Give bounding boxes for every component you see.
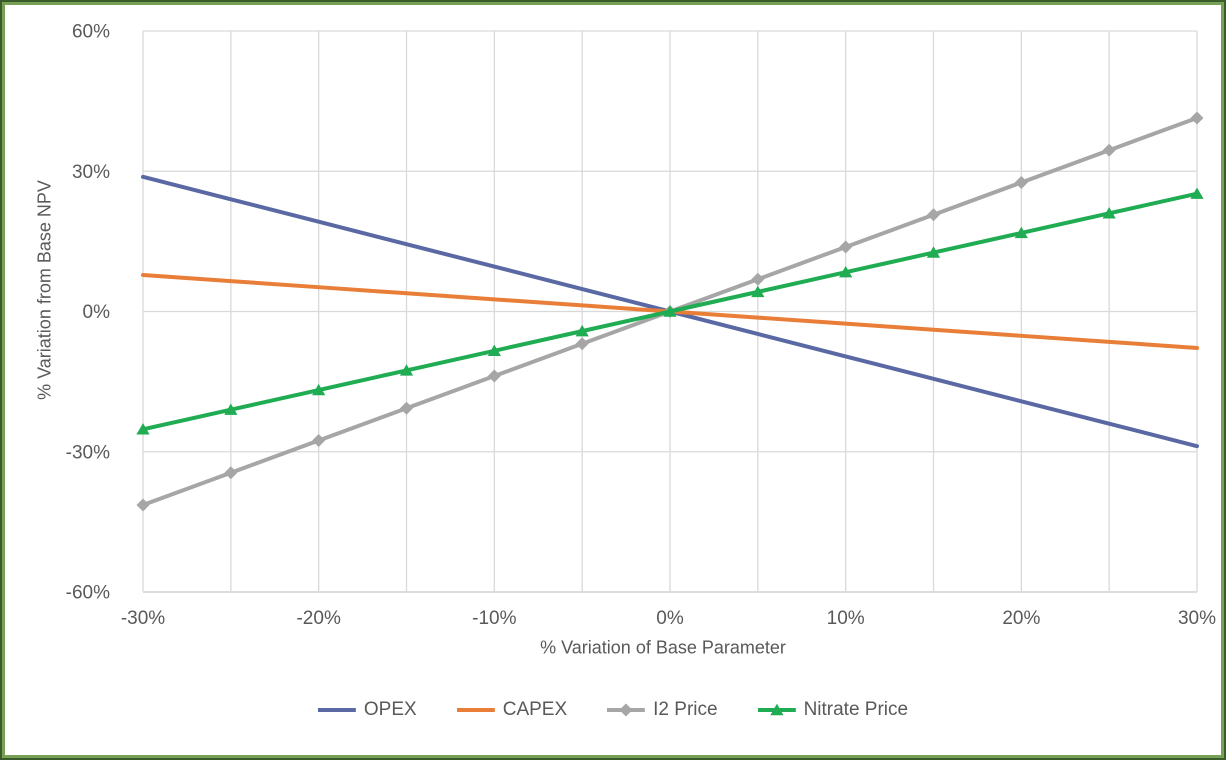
y-tick-label: -30% (66, 442, 110, 463)
legend: OPEX CAPEX I2 Price Nitrate Price (317, 699, 909, 721)
diamond-marker (312, 434, 326, 448)
triangle-marker (839, 266, 853, 278)
y-tick-label: 30% (72, 162, 110, 183)
x-tick-label: -30% (121, 608, 165, 629)
series-nitrate-price (136, 187, 1204, 435)
legend-key-triangle-icon (757, 703, 796, 716)
triangle-marker (136, 423, 150, 435)
triangle-marker (312, 383, 326, 396)
diamond-marker (1190, 111, 1204, 125)
triangle-marker (663, 305, 677, 317)
triangle-marker (1190, 187, 1204, 199)
y-tick-label: -60% (66, 583, 110, 604)
legend-label: CAPEX (502, 699, 568, 720)
gridlines (142, 30, 1198, 593)
legend-item-opex: OPEX (317, 699, 417, 721)
legend-key-diamond-icon (607, 703, 646, 717)
y-tick-label: 0% (83, 302, 111, 323)
y-tick-label: 60% (72, 22, 110, 43)
x-tick-label: 30% (1178, 608, 1216, 629)
diamond-marker (927, 208, 940, 222)
legend-label: Nitrate Price (803, 699, 909, 720)
triangle-marker (399, 364, 414, 376)
triangle-marker (1102, 207, 1116, 219)
triangle-marker (926, 246, 941, 258)
diamond-marker (751, 272, 765, 286)
diamond-marker (839, 240, 853, 254)
triangle-marker (575, 324, 589, 337)
legend-item-nitrate-price: Nitrate Price (757, 699, 909, 721)
legend-key-line-icon (456, 708, 495, 712)
diamond-marker (224, 466, 238, 480)
triangle-marker (751, 285, 765, 298)
x-tick-label: -10% (472, 608, 516, 629)
legend-key-line-icon (317, 708, 356, 712)
diamond-marker (1014, 175, 1028, 189)
triangle-marker (1014, 226, 1028, 239)
x-tick-label: 10% (827, 608, 865, 629)
x-tick-label: 0% (656, 608, 684, 629)
x-tick-label: 20% (1002, 608, 1040, 629)
legend-label: I2 Price (653, 699, 718, 720)
diamond-marker (575, 337, 589, 351)
legend-label: OPEX (363, 699, 417, 720)
legend-item-capex: CAPEX (456, 699, 568, 721)
x-axis-title: % Variation of Base Parameter (540, 637, 786, 658)
diamond-marker (487, 369, 501, 383)
x-tick-label: -20% (296, 608, 340, 629)
diamond-marker (136, 498, 150, 512)
legend-item-i2-price: I2 Price (607, 699, 718, 721)
y-axis-title: % Variation from Base NPV (34, 180, 55, 400)
triangle-marker (487, 344, 501, 356)
triangle-marker (224, 403, 238, 415)
diamond-marker (400, 401, 413, 415)
diamond-marker (1102, 143, 1116, 157)
tick-labels: 60% 30% 0% -30% -60% -30% -20% -10% 0% 10% 20% 30% (66, 22, 1216, 630)
